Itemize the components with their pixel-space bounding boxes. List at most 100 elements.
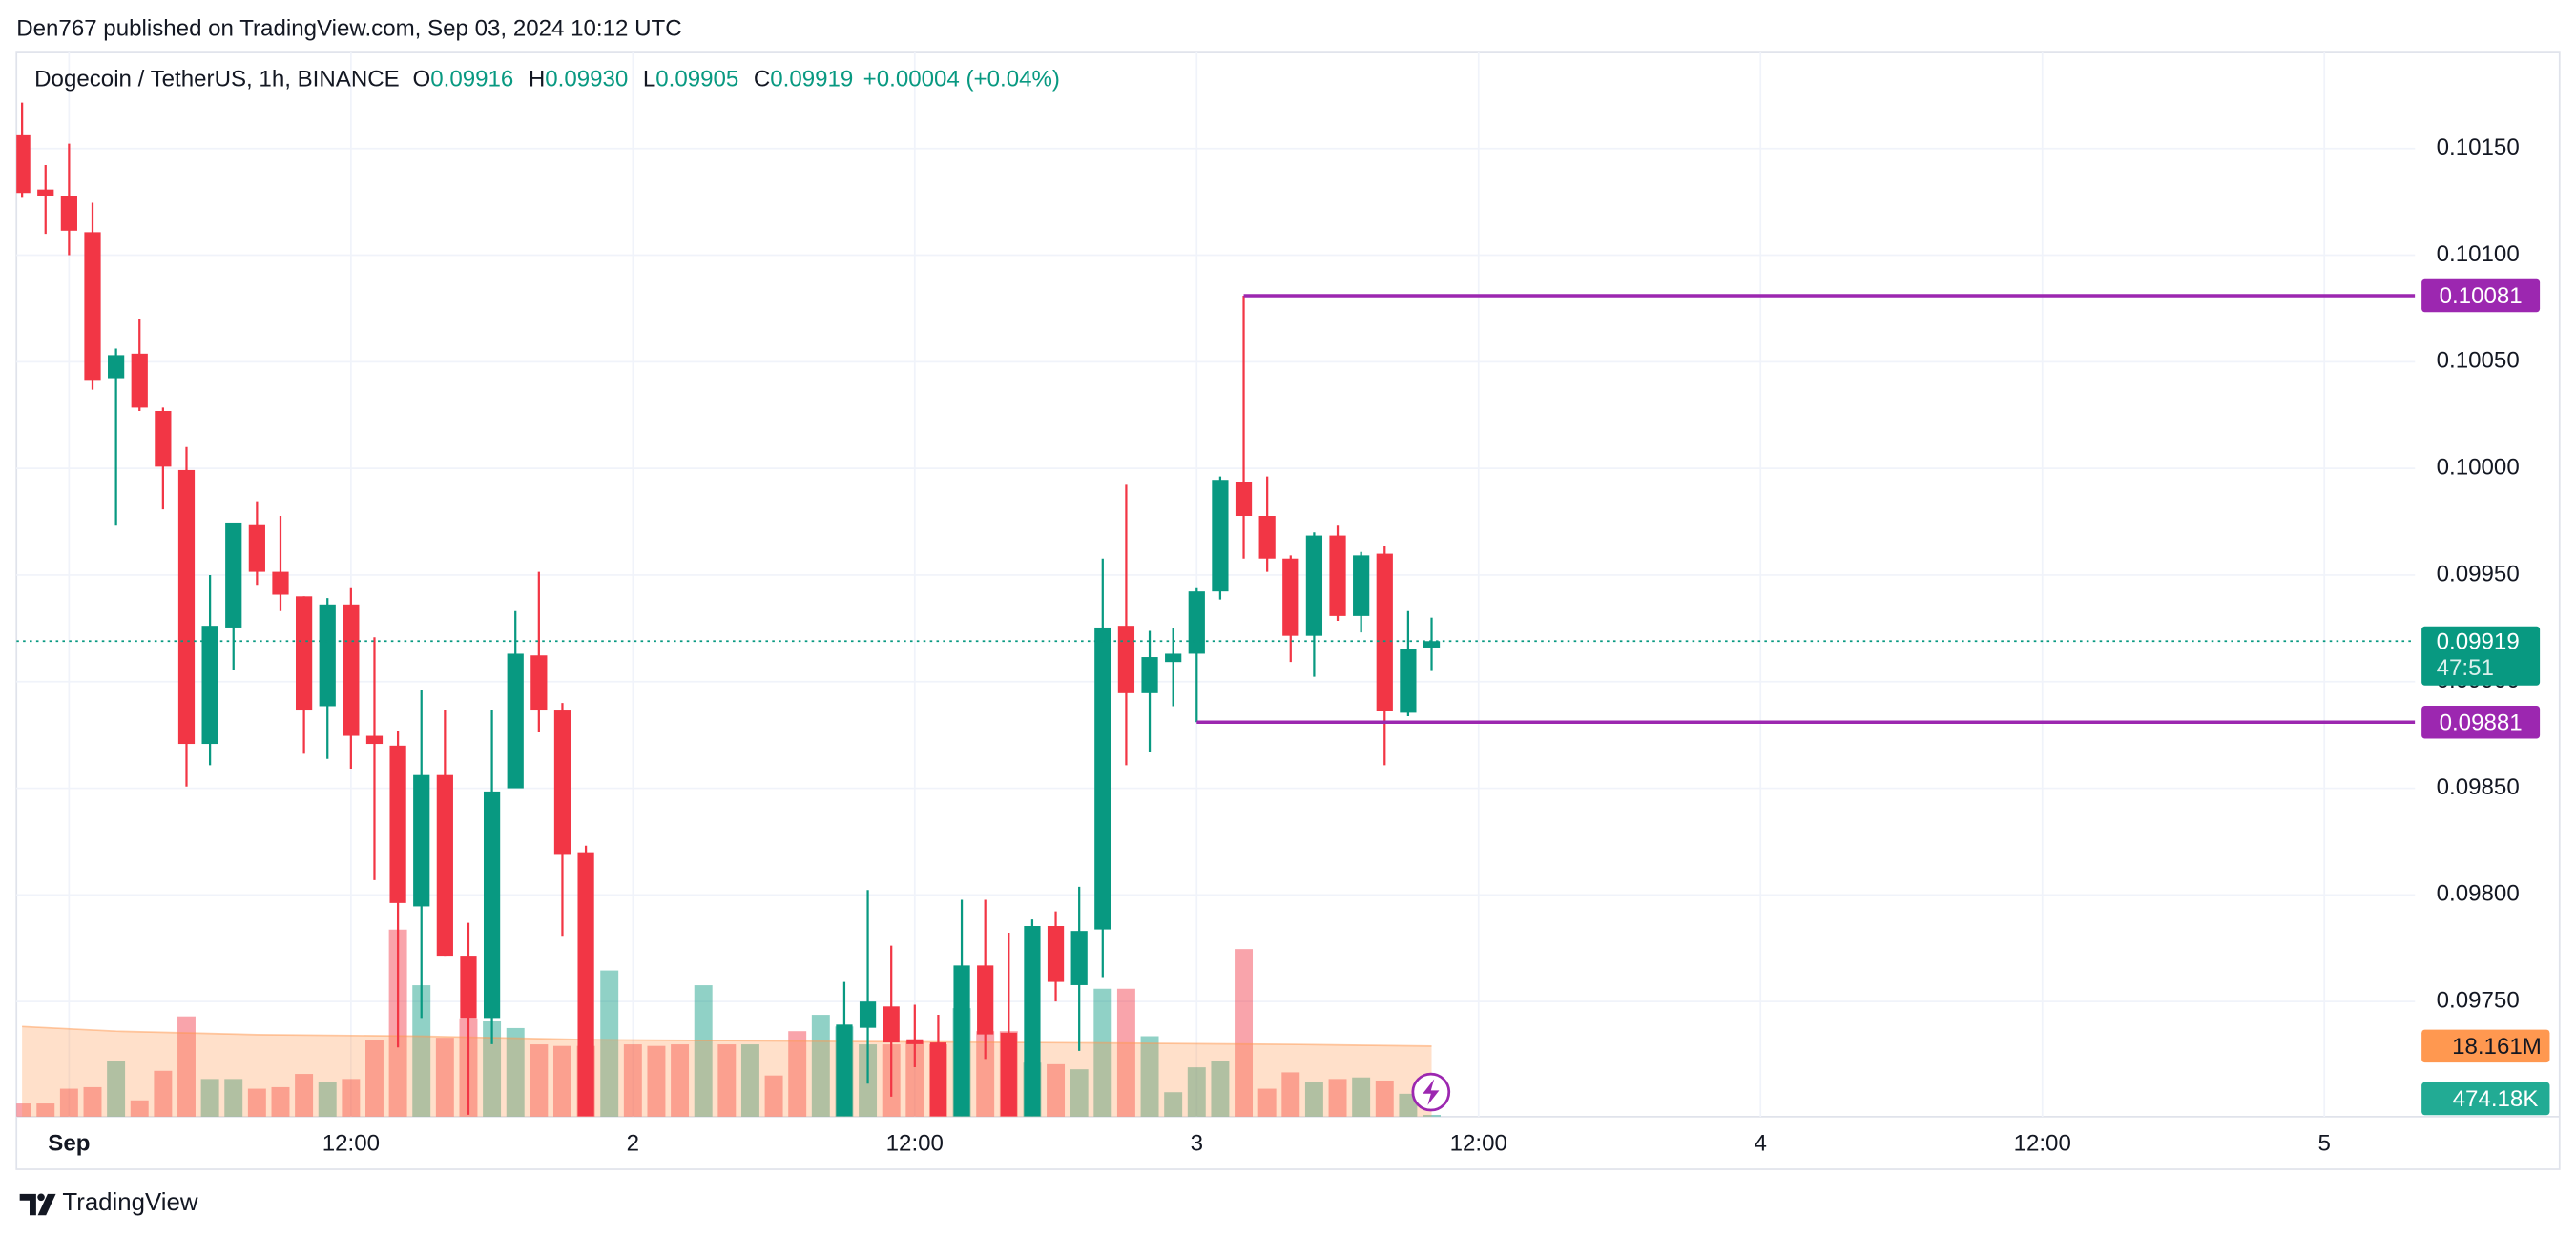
volume-bar — [1070, 1069, 1089, 1117]
legend-value: 0.09919 — [770, 67, 853, 93]
volume-bar — [365, 1040, 384, 1117]
volume-bar — [1423, 1114, 1441, 1117]
candle-body — [1000, 1032, 1017, 1117]
candle-body — [1212, 480, 1229, 592]
volume-bar — [1328, 1079, 1347, 1117]
candle-body — [343, 604, 360, 736]
volume-bar — [600, 970, 619, 1117]
legend: Dogecoin / TetherUS, 1h, BINANCE O0.09916… — [34, 67, 1060, 93]
y-tick-label: 0.09800 — [2437, 881, 2520, 907]
candle-body — [319, 604, 336, 707]
volume-bar — [1140, 1036, 1159, 1117]
volume-bar — [1257, 1088, 1277, 1117]
candle-body — [1305, 535, 1323, 636]
volume-bar — [1304, 1082, 1323, 1117]
current-price-bg — [2421, 626, 2541, 686]
candle-body — [1094, 627, 1111, 930]
candle-body — [16, 134, 31, 194]
volume-bar — [177, 1016, 196, 1117]
legend-key: O — [412, 67, 430, 93]
volume-bar — [552, 1045, 571, 1117]
candle-body — [1188, 591, 1205, 654]
alert-bolt — [1423, 1079, 1440, 1105]
volume-bar — [83, 1086, 102, 1117]
candle-body — [1376, 553, 1393, 711]
candle-body — [906, 1039, 924, 1044]
candle-body — [413, 774, 430, 907]
legend-key: C — [754, 67, 770, 93]
candle-body — [507, 653, 524, 789]
candle-body — [836, 1024, 853, 1117]
volume-bar — [247, 1088, 266, 1117]
candle-body — [295, 596, 313, 711]
volume-bar — [1352, 1077, 1371, 1117]
y-tick-label: 0.09950 — [2437, 561, 2520, 587]
volume-bar — [318, 1082, 337, 1117]
volume-bar — [1235, 949, 1254, 1117]
volume-bar — [717, 1044, 737, 1117]
candle-body — [1353, 555, 1370, 616]
volume-bar — [811, 1015, 830, 1117]
volume-bar — [1375, 1080, 1394, 1117]
volume-bar — [342, 1079, 361, 1117]
volume-bar — [1399, 1093, 1418, 1117]
x-tick-label: 12:00 — [2014, 1131, 2071, 1157]
volume-bar — [506, 1027, 525, 1117]
candle-body — [37, 189, 54, 196]
x-tick-label: 12:00 — [322, 1131, 380, 1157]
candle-body — [84, 232, 101, 381]
volume-bar — [740, 1044, 759, 1117]
brand-logo — [19, 1193, 56, 1216]
level-label-bg — [2421, 706, 2541, 739]
volume-bar — [130, 1100, 149, 1117]
legend-key: H — [529, 67, 545, 93]
volume-label-bg — [2421, 1082, 2550, 1116]
volume-bar — [1187, 1067, 1206, 1117]
volume-bar — [1164, 1092, 1183, 1117]
x-tick-label: 4 — [1755, 1131, 1767, 1157]
candle-body — [60, 196, 77, 231]
plot — [16, 102, 2416, 1117]
candle-body — [883, 1006, 900, 1043]
candle-body — [929, 1042, 947, 1117]
legend-title: Dogecoin / TetherUS, 1h, BINANCE — [34, 67, 400, 93]
current-price-label: 0.09919 — [2437, 628, 2520, 654]
volume-bar — [764, 1075, 783, 1117]
x-tick-label: 12:00 — [886, 1131, 944, 1157]
candle-body — [530, 655, 548, 711]
candle-body — [1141, 657, 1158, 693]
volume-bar — [271, 1086, 290, 1117]
candle-body — [1282, 558, 1299, 636]
volume-bar — [1281, 1072, 1300, 1117]
candle-body — [460, 956, 477, 1019]
candle-body — [577, 852, 594, 1117]
candle-body — [272, 571, 289, 595]
volume-bar — [1116, 988, 1135, 1117]
candle-body — [225, 522, 242, 628]
y-tick-label: 0.10150 — [2437, 134, 2520, 160]
volume-bar — [671, 1044, 690, 1117]
x-tick-label: 5 — [2318, 1131, 2331, 1157]
volume-bar — [788, 1031, 807, 1117]
brand: TradingView — [62, 1189, 197, 1216]
level-label: 0.09881 — [2440, 710, 2523, 735]
candle-body — [977, 965, 994, 1035]
candle-body — [177, 469, 196, 745]
candle-body — [859, 1001, 877, 1028]
grid — [16, 52, 2416, 1117]
countdown: 47:51 — [2437, 655, 2494, 681]
candle-body — [1047, 926, 1065, 982]
candle-body — [1400, 649, 1417, 713]
level-label: 0.10081 — [2440, 283, 2523, 309]
candle-body — [1423, 641, 1441, 648]
x-tick-label: Sep — [48, 1131, 90, 1157]
volume-bar — [200, 1079, 219, 1117]
volume-bar — [905, 1040, 924, 1117]
candle-body — [1235, 482, 1253, 517]
volume-bar — [647, 1045, 666, 1117]
candle-body — [553, 710, 571, 855]
volume-bar — [1211, 1061, 1230, 1117]
level-label-bg — [2421, 278, 2541, 313]
legend-key: L — [643, 67, 655, 93]
candle-body — [365, 735, 384, 745]
